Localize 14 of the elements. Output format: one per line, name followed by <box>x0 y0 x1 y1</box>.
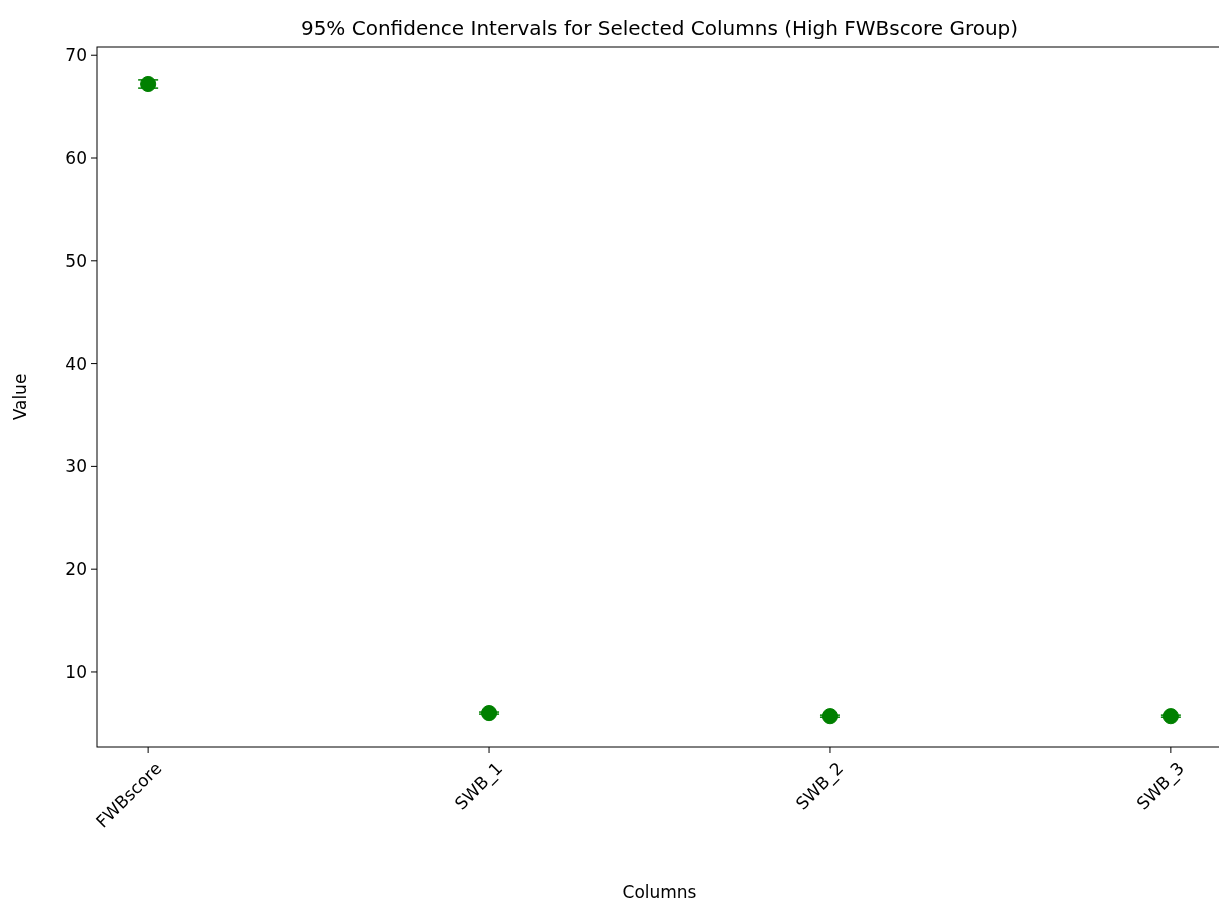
y-tick-label: 50 <box>65 250 87 271</box>
point <box>480 705 498 722</box>
y-tick-label: 40 <box>65 353 87 374</box>
point <box>1162 708 1179 725</box>
point <box>140 75 157 93</box>
y-tick-label: 20 <box>65 559 87 580</box>
y-tick-label: 70 <box>65 45 87 66</box>
y-tick-label: 30 <box>65 456 87 477</box>
x-axis-title: Columns <box>622 882 697 902</box>
point <box>821 708 839 725</box>
y-tick-label: 60 <box>65 147 87 168</box>
chart-title: 95% Confidence Intervals for Selected Columns (High FWBscore Group) <box>300 16 1019 40</box>
y-tick-label: 10 <box>65 661 87 682</box>
y-axis-title: Value <box>10 373 30 421</box>
